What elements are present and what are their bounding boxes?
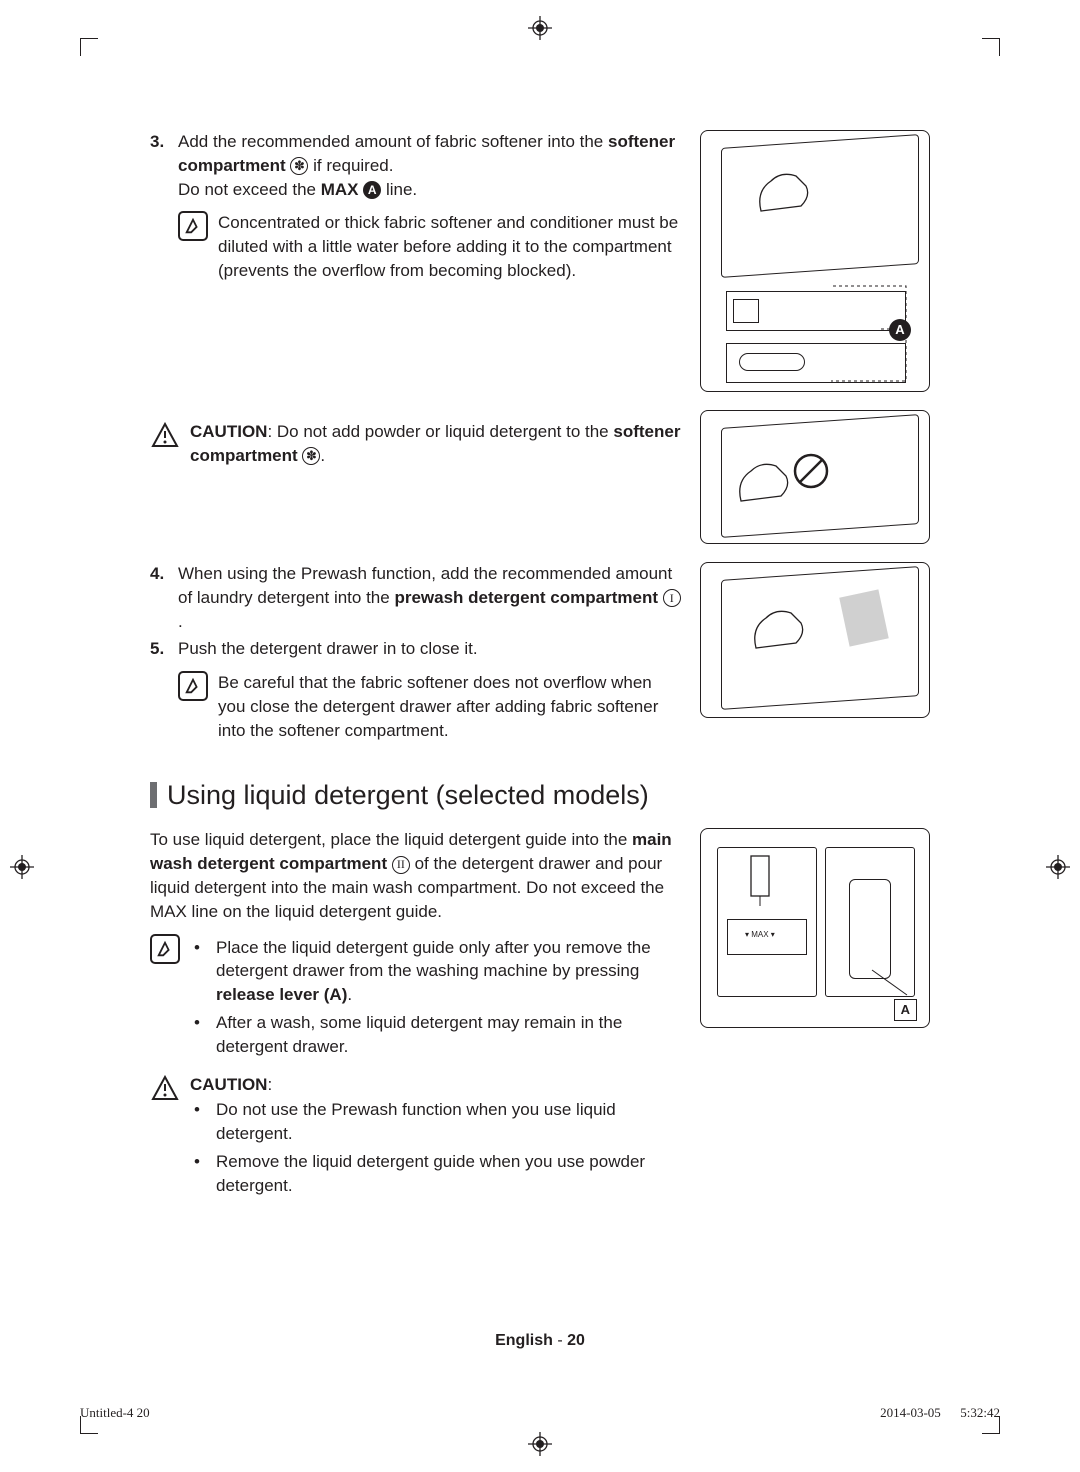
crop-mark — [80, 38, 98, 56]
step-text: Push the detergent drawer in to close it… — [178, 639, 478, 658]
note-icon — [178, 211, 208, 241]
note-bullets: Place the liquid detergent guide only af… — [190, 936, 682, 1063]
compartment-one-icon: I — [663, 589, 681, 607]
timestamp: 2014-03-05 5:32:42 — [880, 1404, 1000, 1422]
caution-block: CAUTION: Do not use the Prewash function… — [190, 1073, 682, 1202]
reg-mark-left — [10, 855, 34, 879]
step-number: 4. — [150, 562, 178, 633]
hand-illustration — [751, 161, 821, 221]
note-text: Be careful that the fabric softener does… — [218, 671, 682, 742]
caution-icon — [150, 420, 180, 450]
bullet-item: After a wash, some liquid detergent may … — [190, 1011, 682, 1059]
lever-illustration — [731, 851, 801, 911]
doc-name: Untitled-4 20 — [80, 1404, 150, 1422]
caution-icon — [150, 1073, 180, 1103]
step-5: 5. Push the detergent drawer in to close… — [150, 637, 682, 742]
hand-illustration — [746, 598, 816, 658]
hand-illustration — [731, 451, 801, 511]
softener-icon — [302, 447, 320, 465]
step-text: Add the recommended amount of fabric sof… — [178, 132, 675, 175]
bullet-item: Remove the liquid detergent guide when y… — [190, 1150, 682, 1198]
max-label: ▾ MAX ▾ — [745, 929, 775, 940]
crop-mark — [982, 38, 1000, 56]
caution-text: CAUTION: Do not add powder or liquid det… — [190, 420, 682, 468]
figure-label-a-box: A — [894, 999, 917, 1021]
note-icon — [150, 934, 180, 964]
figure-label-a: A — [889, 319, 911, 341]
step-text: When using the Prewash function, add the… — [178, 562, 682, 633]
note-text: Concentrated or thick fabric softener an… — [218, 211, 682, 282]
compartment-two-icon: II — [392, 856, 410, 874]
figure-liquid-detergent: ▾ MAX ▾ A — [700, 828, 930, 1028]
print-meta: Untitled-4 20 2014-03-05 5:32:42 — [80, 1404, 1000, 1422]
reg-mark-bottom — [528, 1432, 552, 1456]
step-3: 3. Add the recommended amount of fabric … — [150, 130, 682, 283]
step-4: 4. When using the Prewash function, add … — [150, 562, 682, 633]
page-content: 3. Add the recommended amount of fabric … — [150, 130, 930, 1218]
figure-softener-drawer: A — [700, 130, 930, 392]
bullet-item: Place the liquid detergent guide only af… — [190, 936, 682, 1007]
step-text-line2: Do not exceed the MAX A line. — [178, 180, 417, 199]
note-icon — [178, 671, 208, 701]
reg-mark-right — [1046, 855, 1070, 879]
bullet-item: Do not use the Prewash function when you… — [190, 1098, 682, 1146]
figure-prewash — [700, 562, 930, 718]
section-heading: Using liquid detergent (selected models) — [150, 777, 930, 815]
reg-mark-top — [528, 16, 552, 40]
section-intro: To use liquid detergent, place the liqui… — [150, 828, 682, 923]
softener-icon — [290, 157, 308, 175]
page-footer: English - 20 — [0, 1330, 1080, 1352]
figure-caution — [700, 410, 930, 544]
label-a-icon: A — [363, 181, 381, 199]
